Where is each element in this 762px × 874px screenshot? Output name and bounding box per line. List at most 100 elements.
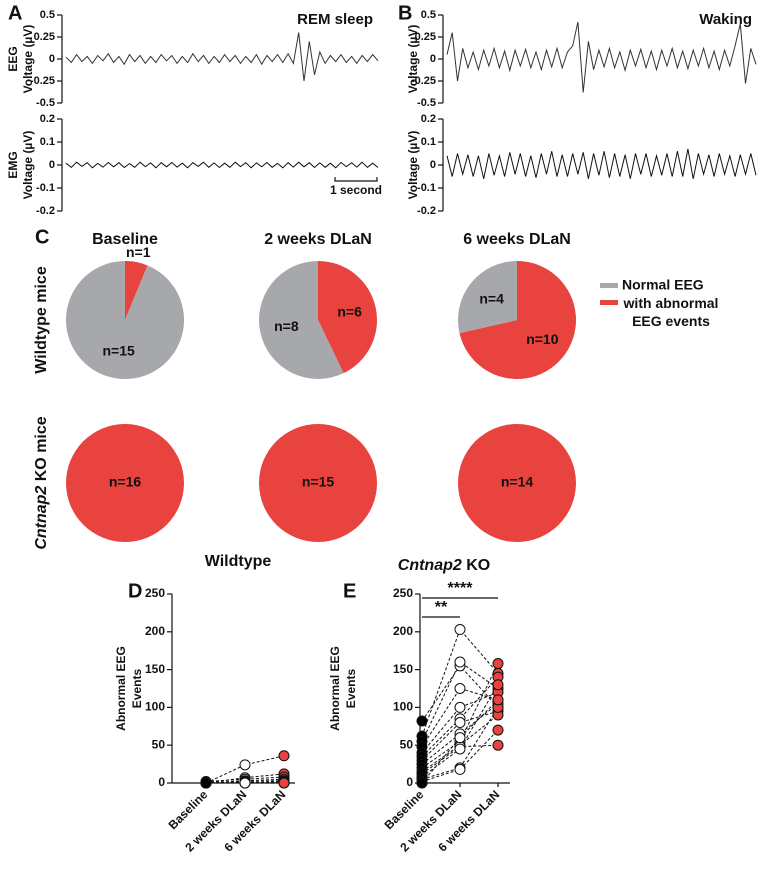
- y-axis-label: Events: [130, 669, 144, 709]
- signal-trace: [65, 161, 379, 169]
- legend-label: with abnormal EEG events: [623, 295, 719, 329]
- significance-label: **: [435, 599, 448, 616]
- panel-title: Wildtype: [205, 553, 272, 570]
- panel-title: Cntnap2 KO: [398, 557, 490, 574]
- subject-line: [205, 780, 285, 784]
- text-part: KO: [462, 557, 490, 574]
- subject-line: [421, 703, 499, 765]
- y-tick-label: 200: [145, 624, 165, 638]
- y-tick-label: 250: [145, 586, 165, 600]
- pie-slice: [258, 261, 344, 379]
- text-part: Cntnap2: [398, 557, 462, 574]
- y-tick-label: 0: [430, 159, 436, 171]
- subject-line: [421, 676, 499, 757]
- y-axis-label: Abnormal EEG: [328, 646, 342, 731]
- pie-label: n=15: [103, 343, 136, 359]
- column-title: 2 weeks DLaN: [264, 231, 372, 248]
- pie-slice: [458, 424, 576, 542]
- data-point: [454, 701, 466, 713]
- column-title: 6 weeks DLaN: [463, 231, 571, 248]
- data-point: [454, 683, 466, 694]
- y-axis-label: Voltage (µV): [406, 131, 420, 200]
- data-point: [454, 743, 466, 755]
- legend-swatch: [600, 300, 618, 305]
- data-point: [278, 777, 290, 789]
- y-axis-label: EEG: [6, 46, 20, 71]
- data-point: [454, 717, 466, 729]
- pie-label: n=14: [501, 474, 534, 490]
- data-point: [492, 694, 504, 706]
- subject-line: [205, 773, 285, 784]
- panel-letter: D: [128, 580, 142, 602]
- data-point: [278, 750, 290, 762]
- pie-slice: [259, 424, 377, 542]
- data-point: [200, 777, 212, 789]
- pie-label: n=4: [479, 290, 504, 306]
- data-point: [454, 732, 466, 744]
- y-tick-label: 0: [158, 775, 165, 789]
- data-point: [454, 624, 466, 636]
- panel-letter: A: [8, 2, 22, 24]
- y-tick-label: 0.2: [40, 113, 55, 125]
- pie-slice: [125, 261, 148, 320]
- pie-label: n=6: [337, 303, 362, 319]
- subject-line: [421, 710, 499, 761]
- subject-line: [421, 628, 499, 737]
- pie-label: n=1: [126, 244, 151, 260]
- row-title: Wildtype mice: [33, 266, 50, 374]
- y-tick-label: 0.25: [34, 31, 55, 43]
- subject-line: [421, 691, 499, 754]
- y-tick-label: 0.2: [421, 113, 436, 125]
- pie-slice: [457, 261, 517, 334]
- legend-swatch: [600, 283, 618, 288]
- y-tick-label: -0.1: [417, 182, 436, 194]
- data-point: [454, 763, 466, 775]
- y-tick-label: -0.25: [30, 75, 55, 87]
- y-axis-label: Voltage (µV): [406, 25, 420, 94]
- subject-line: [421, 687, 499, 747]
- pie-slice: [66, 261, 184, 379]
- row-title: Cntnap2 KO mice: [33, 416, 50, 549]
- y-tick-label: -0.5: [36, 97, 55, 109]
- pie-label: n=15: [302, 474, 335, 490]
- y-tick-label: -0.25: [411, 75, 436, 87]
- y-tick-label: -0.2: [36, 205, 55, 217]
- y-axis-label: EMG: [6, 151, 20, 178]
- y-tick-label: 50: [152, 737, 166, 751]
- data-point: [492, 679, 504, 691]
- y-tick-label: -0.2: [417, 205, 436, 217]
- data-point: [416, 777, 428, 789]
- signal-trace: [446, 148, 757, 179]
- data-point: [492, 739, 504, 751]
- panel-title: REM sleep: [297, 11, 373, 28]
- panel-letter: E: [343, 580, 356, 602]
- y-axis-label: Abnormal EEG: [114, 646, 128, 731]
- subject-line: [205, 776, 285, 782]
- y-tick-label: 0: [430, 53, 436, 65]
- y-axis-label: Events: [344, 669, 358, 709]
- signal-trace: [446, 21, 757, 93]
- y-tick-label: 150: [145, 662, 165, 676]
- y-tick-label: 100: [393, 700, 413, 714]
- column-title: Baseline: [92, 231, 158, 248]
- data-point: [239, 759, 251, 771]
- pie-slice: [318, 261, 377, 374]
- legend-label: Normal EEG: [622, 277, 704, 293]
- data-point: [239, 777, 251, 789]
- y-tick-label: 0: [49, 159, 55, 171]
- y-tick-label: 200: [393, 624, 413, 638]
- panel-letter: B: [398, 2, 412, 24]
- data-point: [416, 715, 428, 727]
- pie-label: n=16: [109, 474, 142, 490]
- y-tick-label: 0.1: [40, 136, 55, 148]
- y-tick-label: 100: [145, 700, 165, 714]
- y-tick-label: 50: [400, 737, 414, 751]
- y-axis-label: Voltage (µV): [21, 131, 35, 200]
- pie-slice: [66, 424, 184, 542]
- y-tick-label: 0: [49, 53, 55, 65]
- panel-title: Waking: [699, 11, 752, 28]
- pie-label: n=10: [526, 331, 559, 347]
- subject-line: [421, 729, 499, 782]
